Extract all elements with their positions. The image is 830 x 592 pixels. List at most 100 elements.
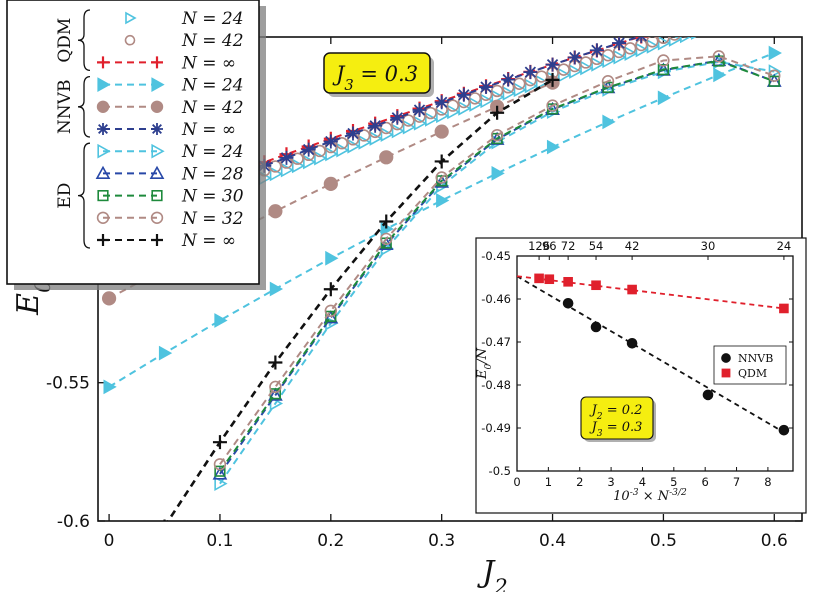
legend-entry: N = ∞ xyxy=(97,231,236,251)
data-point xyxy=(679,37,692,44)
data-point xyxy=(434,124,449,139)
legend-label: N = 42 xyxy=(181,31,244,51)
legend-entry: N = 30 xyxy=(97,187,244,207)
legend-marker xyxy=(97,190,109,202)
data-point xyxy=(546,139,561,155)
data-point xyxy=(447,104,461,120)
data-point xyxy=(268,387,283,401)
legend-label: N = 42 xyxy=(181,98,244,118)
legend-entry: N = 24 xyxy=(125,9,244,29)
legend-entry: N = 28 xyxy=(95,164,244,184)
series-line xyxy=(219,60,775,485)
data-point xyxy=(303,154,317,170)
data-point xyxy=(480,93,494,109)
inset-data-point xyxy=(534,273,544,284)
data-point xyxy=(268,355,283,370)
inset-x-tick-label: 0 xyxy=(513,475,520,489)
data-point xyxy=(390,110,405,125)
data-point xyxy=(713,67,727,83)
data-point xyxy=(691,22,702,33)
inset-x-tick-label: 8 xyxy=(764,475,771,489)
data-point xyxy=(336,142,350,158)
x-tick-label: 0.6 xyxy=(761,531,788,551)
legend-label: N = ∞ xyxy=(181,53,236,73)
data-point xyxy=(579,56,593,69)
data-point xyxy=(745,0,759,8)
data-point xyxy=(656,22,670,36)
data-point xyxy=(345,126,360,141)
data-point xyxy=(723,2,737,16)
data-point xyxy=(402,114,415,127)
data-point xyxy=(103,379,117,395)
inset-data-point xyxy=(627,284,637,295)
data-point xyxy=(501,72,516,87)
legend-box xyxy=(6,0,260,285)
inset-fit-line xyxy=(517,275,785,434)
x-tick-label: 0.1 xyxy=(206,531,233,551)
data-point xyxy=(545,57,560,72)
data-point xyxy=(713,55,725,67)
legend-marker xyxy=(151,143,165,159)
data-point xyxy=(714,20,725,32)
data-point xyxy=(101,291,117,306)
legend-group-label: ED xyxy=(55,183,75,209)
data-point xyxy=(768,45,782,61)
data-point xyxy=(323,282,338,297)
legend-brace xyxy=(77,75,91,138)
data-point xyxy=(656,23,670,37)
data-point xyxy=(580,60,594,76)
data-point xyxy=(646,39,660,54)
data-point xyxy=(214,476,228,492)
inset-top-tick-label: 126 xyxy=(528,239,550,253)
data-point xyxy=(479,80,494,95)
inset-legend-marker xyxy=(721,368,731,378)
legend-marker xyxy=(150,100,164,114)
data-point xyxy=(491,165,505,181)
data-point xyxy=(490,105,505,120)
inset-x-tick-label: 5 xyxy=(670,475,677,489)
inset-top-tick-label: 42 xyxy=(625,239,640,253)
legend-marker xyxy=(125,11,137,25)
data-point xyxy=(268,204,283,219)
series-line xyxy=(219,55,775,465)
data-point xyxy=(458,100,472,116)
legend-brace xyxy=(77,142,91,249)
data-point xyxy=(591,57,605,72)
x-axis-label: J2 xyxy=(476,555,507,592)
data-point xyxy=(758,6,769,18)
inset-data-point xyxy=(544,274,555,285)
legend-marker xyxy=(96,100,110,114)
inset-x-tick-label: 7 xyxy=(733,475,740,489)
series-line xyxy=(219,60,775,472)
inset-x-tick-label: 6 xyxy=(702,475,709,489)
data-point xyxy=(391,123,405,139)
data-point xyxy=(314,150,328,166)
inset-y-tick-label: -0.49 xyxy=(481,421,511,435)
x-tick-label: 0.4 xyxy=(539,531,566,551)
annotation-text: J3 = 0.3 xyxy=(332,62,418,94)
data-point xyxy=(545,72,560,87)
inset-legend-label: NNVB xyxy=(738,352,773,365)
legend-entry: N = 24 xyxy=(97,76,244,96)
annotation-box xyxy=(323,52,431,94)
data-point xyxy=(725,16,736,28)
data-point xyxy=(413,115,428,131)
legend-group-label: NNVB xyxy=(55,80,75,135)
inset-data-point xyxy=(778,424,790,436)
inset-y-tick-label: -0.46 xyxy=(481,292,511,306)
data-point xyxy=(768,69,781,82)
x-tick-label: 0 xyxy=(104,531,115,551)
data-point xyxy=(535,74,550,90)
legend-label: N = 24 xyxy=(181,9,244,29)
data-point xyxy=(490,128,504,142)
data-point xyxy=(347,138,361,154)
data-point xyxy=(436,108,450,124)
data-point xyxy=(703,23,714,35)
data-point xyxy=(736,9,747,20)
inset-top-tick-label: 24 xyxy=(777,239,792,253)
legend-label: N = 28 xyxy=(181,164,244,184)
data-point xyxy=(446,99,459,112)
data-point xyxy=(612,37,627,51)
data-point xyxy=(335,137,349,150)
series-line xyxy=(166,78,554,521)
